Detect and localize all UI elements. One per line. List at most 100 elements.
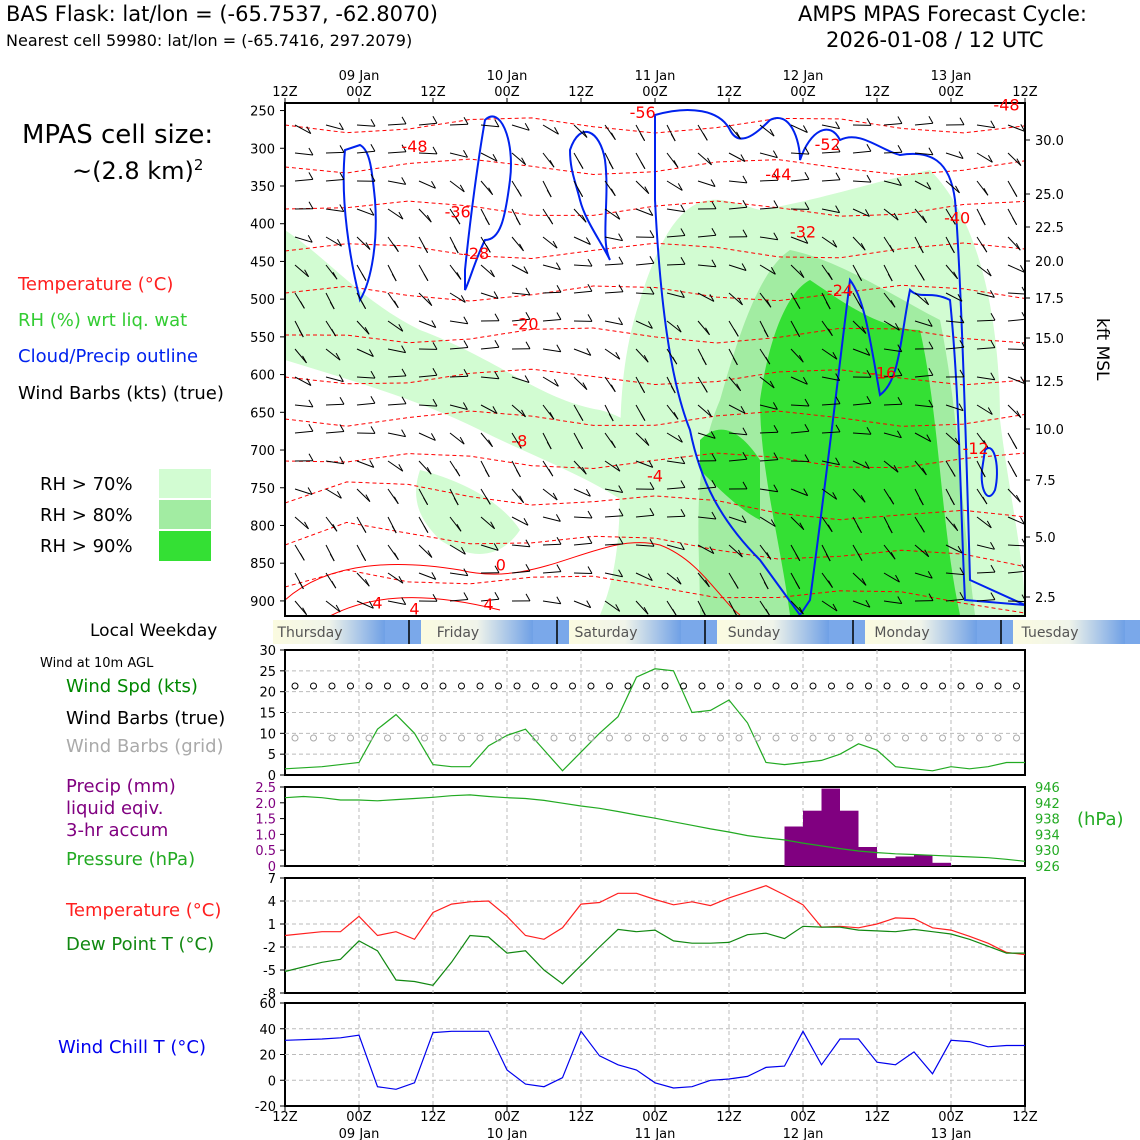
wind-barb	[697, 572, 710, 588]
wind-barb	[418, 122, 437, 126]
wind-barb-flag	[828, 580, 833, 588]
wind-barb-flag	[954, 437, 960, 446]
wind-barb-flag	[494, 119, 500, 127]
isotherm-line	[285, 569, 1025, 614]
wind-barb-flag	[1016, 410, 1022, 418]
wind-barb-flag	[707, 409, 713, 418]
wind-barb-grid-calm	[532, 734, 539, 742]
wind-barb-flag	[711, 259, 717, 268]
wind-barb	[418, 292, 433, 306]
wind-barb-flag	[523, 266, 529, 274]
wind-barb-flag	[431, 572, 437, 580]
dewpoint-line	[284, 925, 1025, 986]
wind-barb	[728, 458, 747, 462]
wind-barb	[790, 236, 808, 244]
wind-barb-calm	[587, 682, 595, 690]
precip-bar	[914, 854, 933, 866]
wind-barb-flag	[732, 357, 738, 366]
wind-barb-flag	[555, 262, 561, 270]
wind-barb-flag	[832, 351, 838, 360]
weekday-name: Sunday	[728, 625, 780, 641]
wind-barb-flag	[488, 187, 494, 195]
bottom-date-label: 11 Jan	[635, 1127, 676, 1140]
wind-barb-flag	[949, 497, 955, 506]
wind-barb-flag	[361, 301, 367, 310]
wind-barb	[449, 599, 468, 602]
weekday-night	[829, 620, 865, 644]
wind-barb-grid-calm	[328, 734, 336, 742]
bottom-date-label: 10 Jan	[487, 1127, 528, 1140]
wind-barb-flag	[460, 547, 466, 555]
wind-barb-flag	[524, 375, 530, 383]
wind-barb-flag	[804, 423, 810, 432]
wind-barb-flag	[308, 147, 314, 156]
wind-barb	[387, 572, 404, 584]
wind-barb	[883, 403, 903, 406]
wind-barb	[542, 319, 561, 322]
wind-barb-flag	[546, 441, 552, 450]
wind-barb-flag	[769, 380, 775, 389]
wind-barb	[356, 460, 374, 468]
wind-barb-flag	[338, 122, 344, 130]
precip-bar	[877, 858, 896, 866]
wind-barb-flag	[618, 536, 624, 545]
wind-barb	[542, 600, 561, 605]
wind-barb-flag	[463, 369, 469, 377]
wind-barb	[697, 404, 712, 418]
wind-barb-flag	[615, 212, 621, 220]
wind-barb	[945, 320, 964, 324]
wind-barb-flag	[864, 461, 870, 469]
top-hour-label: 12Z	[716, 85, 742, 100]
cloud-outline	[568, 130, 611, 261]
wind-barb-flag	[364, 327, 370, 335]
wind-barb	[883, 320, 900, 331]
kft-tick-label: 22.5	[1035, 221, 1064, 236]
wind-barb-flag	[339, 424, 345, 432]
pressure-tick-label: 550	[250, 331, 275, 346]
wind-barb-flag	[423, 525, 429, 533]
wind-barb-grid-calm	[550, 734, 558, 742]
wind-barb-flag	[924, 297, 930, 306]
wind-barb	[852, 348, 870, 356]
wind-barb-flag	[795, 553, 801, 561]
isotherm-line	[285, 368, 1025, 386]
wind-barb	[759, 236, 778, 241]
wind-barb-flag	[401, 177, 407, 185]
wind-barb-flag	[773, 200, 779, 208]
isotherm-line	[285, 481, 1025, 521]
wind-barb-calm	[402, 682, 410, 690]
legend-cloud: Cloud/Precip outline	[18, 346, 199, 367]
wind-barb-flag	[894, 323, 900, 331]
wind-barb-flag	[587, 566, 593, 574]
wind-barb	[635, 544, 655, 547]
wind-barb-flag	[865, 348, 871, 356]
precip-panel-ytick-label: 2.0	[255, 797, 276, 812]
wind-barb-flag	[679, 542, 685, 550]
wind-barb	[914, 572, 933, 579]
weekday-name: Tuesday	[1021, 625, 1079, 641]
wind-barb-flag	[773, 424, 779, 433]
wind-barb-flag	[896, 430, 902, 438]
wind-barb-flag	[773, 484, 779, 493]
wind-barb-flag	[485, 245, 491, 253]
wind-barb-flag	[769, 128, 775, 137]
wind-barb-flag	[578, 413, 584, 421]
wind-barb-flag	[709, 546, 715, 554]
precip-panel-ytick-label: 1.0	[255, 828, 276, 843]
wind-barb	[604, 543, 624, 546]
wind-barb-flag	[701, 357, 707, 366]
wind-barb	[387, 180, 406, 185]
wind-barb-flag	[953, 271, 959, 280]
wind-barb-flag	[680, 456, 686, 464]
wind-barb-flag	[670, 133, 676, 142]
wind-barb-flag	[957, 545, 963, 554]
wind-barb-flag	[494, 313, 500, 322]
cloud-outline	[342, 143, 377, 303]
wind-barb-flag	[825, 553, 831, 562]
wind-barb-flag	[921, 467, 927, 476]
bottom-hour-label: 12Z	[272, 1110, 298, 1125]
top-hour-label: 12Z	[864, 85, 890, 100]
wind-barb-calm	[513, 682, 521, 690]
wind-panel-ytick-label: 0	[268, 769, 276, 784]
wind-barb	[356, 572, 370, 587]
